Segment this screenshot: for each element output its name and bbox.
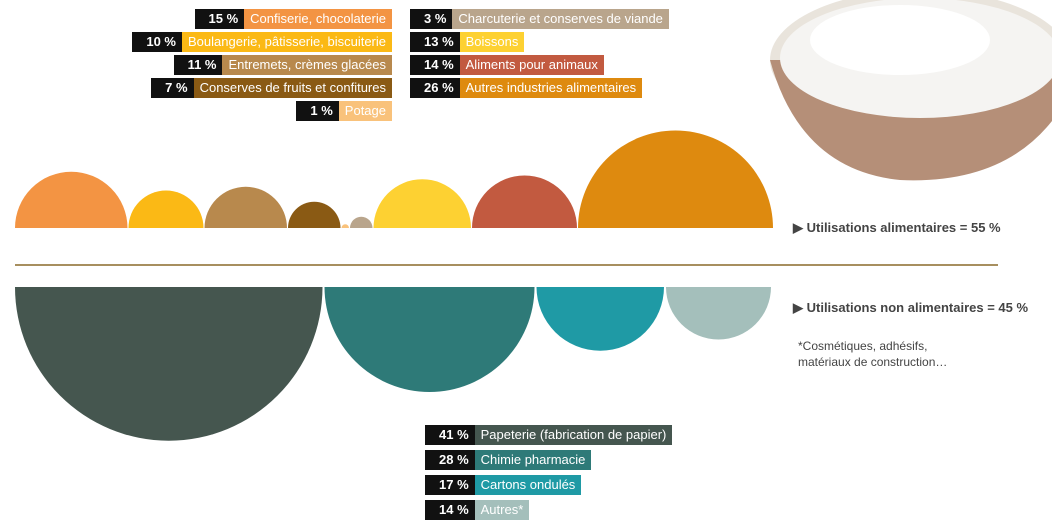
- value-label: 28 %: [425, 450, 475, 470]
- category-label: Charcuterie et conserves de viande: [452, 9, 669, 29]
- category-label: Papeterie (fabrication de papier): [474, 425, 673, 445]
- value-label: 14 %: [410, 55, 460, 75]
- summary: ▶ Utilisations non alimentaires = 45 %: [793, 300, 1028, 316]
- value-label: 1 %: [296, 101, 339, 121]
- category-label: Confiserie, chocolaterie: [244, 9, 392, 29]
- value-label: 10 %: [132, 32, 182, 52]
- summary: ▶ Utilisations alimentaires = 55 %: [793, 220, 1001, 236]
- legend-row: 14 % Aliments pour animaux: [410, 55, 604, 75]
- value-label: 26 %: [410, 78, 460, 98]
- summary-text: Utilisations alimentaires = 55 %: [806, 220, 1001, 235]
- legend-row: 15 % Confiserie, chocolaterie: [194, 9, 392, 29]
- category-label: Aliments pour animaux: [459, 55, 604, 75]
- value-label: 17 %: [425, 475, 475, 495]
- legend-row: 10 % Boulangerie, pâtisserie, biscuiterie: [132, 32, 392, 52]
- arrow-icon: ▶: [793, 220, 807, 235]
- value-label: 41 %: [425, 425, 475, 445]
- arrow-icon: ▶: [793, 300, 807, 315]
- value-label: 14 %: [425, 500, 475, 520]
- semicircle: [15, 287, 323, 441]
- semicircle: [536, 287, 664, 351]
- legend-row: 3 % Charcuterie et conserves de viande: [410, 9, 669, 29]
- value-label: 11 %: [173, 55, 223, 75]
- legend-row: 1 % Potage: [296, 101, 392, 121]
- category-label: Boissons: [459, 32, 525, 52]
- semicircle: [324, 287, 535, 392]
- category-label: Autres*: [474, 500, 530, 520]
- semicircle: [128, 190, 204, 228]
- value-label: 15 %: [194, 9, 245, 29]
- semicircle: [666, 287, 771, 340]
- note-line: matériaux de construction…: [798, 355, 948, 369]
- value-label: 3 %: [410, 9, 453, 29]
- semicircle: [288, 201, 341, 228]
- category-label: Autres industries alimentaires: [459, 78, 643, 98]
- semicircle: [578, 130, 773, 228]
- legend-row: 17 % Cartons ondulés: [425, 475, 582, 495]
- semicircle: [472, 175, 577, 228]
- semicircle: [350, 216, 373, 228]
- category-label: Boulangerie, pâtisserie, biscuiterie: [182, 32, 392, 52]
- legend-row: 13 % Boissons: [410, 32, 525, 52]
- semicircle: [373, 179, 471, 228]
- category-label: Conserves de fruits et confitures: [193, 78, 392, 98]
- legend-row: 14 % Autres*: [425, 500, 530, 520]
- bowl-photo: [770, 0, 1052, 181]
- category-label: Entremets, crèmes glacées: [222, 55, 392, 75]
- category-label: Potage: [338, 101, 392, 121]
- semicircle: [15, 171, 128, 228]
- value-label: 7 %: [151, 78, 194, 98]
- legend-row: 26 % Autres industries alimentaires: [410, 78, 643, 98]
- legend-row: 11 % Entremets, crèmes glacées: [173, 55, 392, 75]
- note: *Cosmétiques, adhésifs, matériaux de cons…: [798, 338, 947, 370]
- semicircle: [341, 224, 349, 228]
- summary-text: Utilisations non alimentaires = 45 %: [806, 300, 1029, 315]
- value-label: 13 %: [410, 32, 460, 52]
- category-label: Cartons ondulés: [474, 475, 582, 495]
- category-label: Chimie pharmacie: [474, 450, 592, 470]
- legend-row: 7 % Conserves de fruits et confitures: [151, 78, 392, 98]
- legend-row: 41 % Papeterie (fabrication de papier): [425, 425, 673, 445]
- note-line: *Cosmétiques, adhésifs,: [798, 339, 928, 353]
- legend-row: 28 % Chimie pharmacie: [425, 450, 592, 470]
- semicircle: [204, 186, 287, 228]
